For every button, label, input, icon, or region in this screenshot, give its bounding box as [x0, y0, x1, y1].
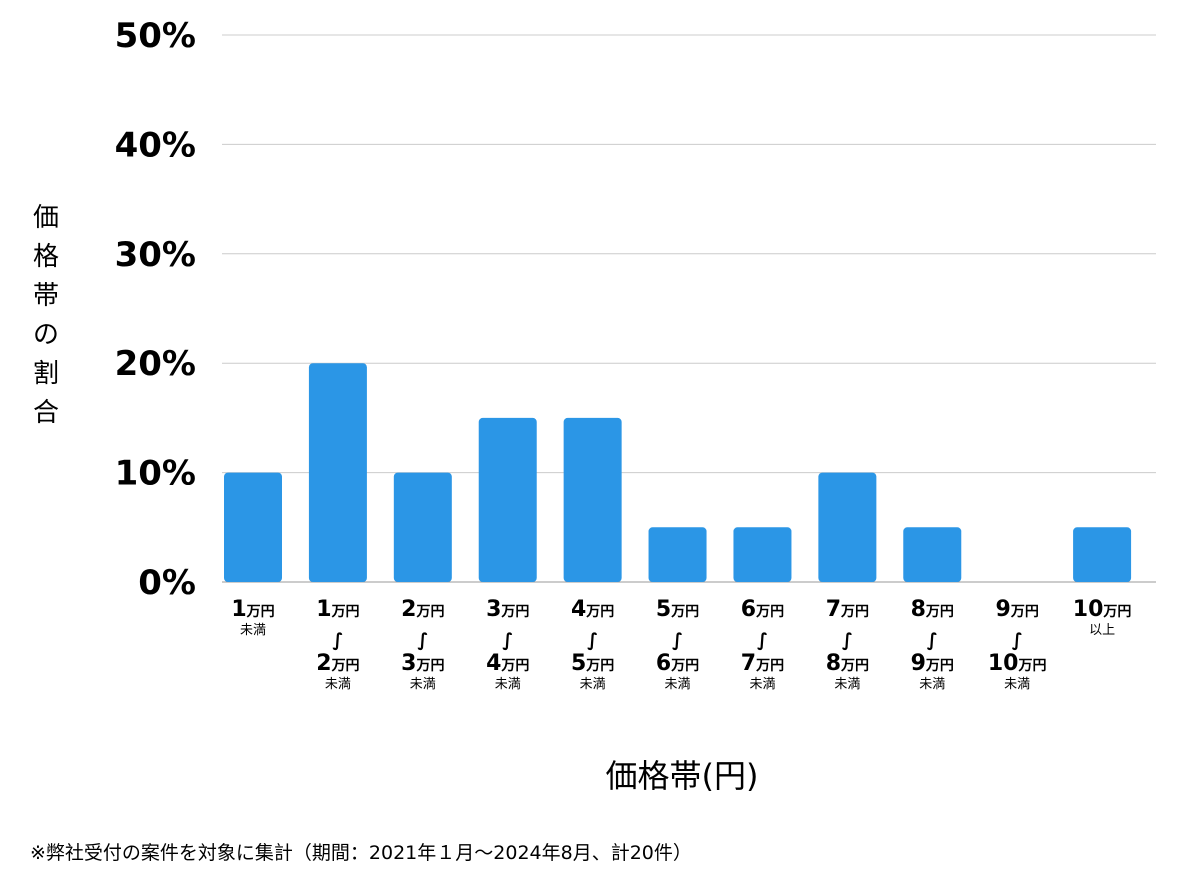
x-tick-sublabel: 以上: [1089, 623, 1115, 638]
x-tick-label: 4万円: [571, 597, 614, 622]
x-tick-label: 1万円: [231, 597, 274, 622]
x-tick-label: 8万円: [826, 651, 869, 676]
x-tick-label: 6万円: [741, 597, 784, 622]
x-tick-label: 9万円: [996, 597, 1039, 622]
x-tick-label: 4万円: [486, 651, 529, 676]
y-tick-label: 10%: [115, 454, 196, 494]
x-tick-tilde: ∫: [842, 630, 853, 651]
bar: [563, 417, 622, 582]
x-tick-sublabel: 未満: [834, 677, 860, 692]
x-tick-label: 7万円: [826, 597, 869, 622]
x-tick-tilde: ∫: [417, 630, 428, 651]
bar: [903, 527, 962, 582]
y-tick-label: 50%: [115, 16, 196, 56]
x-tick-label: 2万円: [316, 651, 359, 676]
bar: [224, 472, 282, 582]
x-tick-label: 8万円: [911, 597, 954, 622]
bar: [648, 527, 707, 582]
x-axis-label: 価格帯(円): [606, 757, 759, 795]
y-tick-label: 0%: [138, 563, 196, 603]
x-tick-tilde: ∫: [332, 630, 343, 651]
x-tick-tilde: ∫: [672, 630, 683, 651]
y-axis-label: 価格帯の割合: [33, 203, 59, 428]
x-tick-sublabel: 未満: [495, 677, 521, 692]
x-tick-label: 3万円: [486, 597, 529, 622]
bar: [1073, 527, 1132, 582]
x-tick-label: 2万円: [401, 597, 444, 622]
bar: [308, 363, 367, 582]
x-tick-label: 3万円: [401, 651, 444, 676]
y-tick-label: 30%: [115, 235, 196, 275]
x-tick-sublabel: 未満: [749, 677, 775, 692]
x-tick-sublabel: 未満: [665, 677, 691, 692]
x-tick-sublabel: 未満: [919, 677, 945, 692]
bar: [393, 472, 452, 582]
x-tick-label: 7万円: [741, 651, 784, 676]
x-tick-sublabel: 未満: [410, 677, 436, 692]
x-tick-tilde: ∫: [757, 630, 768, 651]
x-tick-label: 6万円: [656, 651, 699, 676]
x-tick-tilde: ∫: [502, 630, 513, 651]
x-tick-label: 5万円: [656, 597, 699, 622]
x-tick-label: 9万円: [911, 651, 954, 676]
x-tick-label: 5万円: [571, 651, 614, 676]
bar: [818, 472, 877, 582]
y-tick-label: 40%: [115, 125, 196, 165]
bar: [478, 417, 537, 582]
x-tick-label: 10万円: [1073, 597, 1132, 622]
x-tick-sublabel: 未満: [240, 623, 266, 638]
bar: [733, 527, 792, 582]
x-tick-tilde: ∫: [1012, 630, 1023, 651]
x-tick-sublabel: 未満: [325, 677, 351, 692]
y-tick-label: 20%: [115, 344, 196, 384]
x-tick-sublabel: 未満: [580, 677, 606, 692]
footnote: ※弊社受付の案件を対象に集計（期間：2021年１月〜2024年8月、計20件）: [30, 842, 692, 864]
x-tick-tilde: ∫: [927, 630, 938, 651]
x-tick-label: 1万円: [316, 597, 359, 622]
x-tick-label: 10万円: [988, 651, 1047, 676]
x-tick-sublabel: 未満: [1004, 677, 1030, 692]
x-tick-tilde: ∫: [587, 630, 598, 651]
